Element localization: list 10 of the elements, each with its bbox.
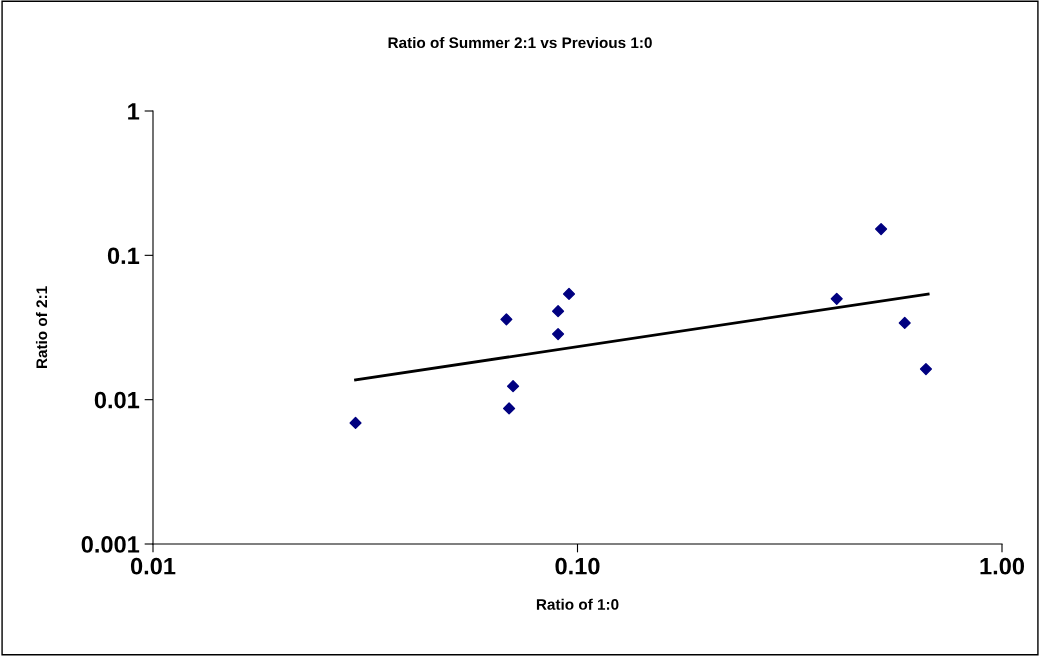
chart-title: Ratio of Summer 2:1 vs Previous 1:0 — [388, 36, 652, 49]
y-tick-label: 0.001 — [81, 536, 140, 553]
x-tick-label: 1.00 — [980, 557, 1025, 575]
x-axis-title: Ratio of 1:0 — [536, 598, 619, 610]
y-tick-label: 0.1 — [107, 247, 140, 265]
y-tick-label: 1 — [128, 103, 140, 120]
x-tick-label: 0.01 — [130, 557, 176, 575]
y-axis-title: Ratio of 2:1 — [35, 286, 48, 369]
y-tick-label: 0.01 — [94, 391, 140, 409]
x-tick-label: 0.10 — [555, 557, 600, 575]
